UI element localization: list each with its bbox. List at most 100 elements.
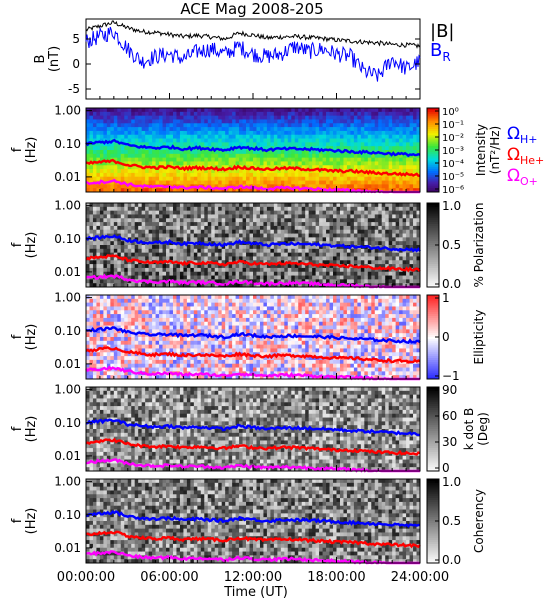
spectrogram-cell [124, 169, 129, 174]
spectrogram-cell [113, 237, 118, 242]
spectrogram-cell [99, 321, 104, 326]
spectrogram-cell [406, 134, 410, 139]
spectrogram-cell [96, 333, 101, 338]
spectrogram-cell [138, 298, 143, 304]
spectrogram-cell [200, 161, 205, 166]
spectrogram-cell [232, 176, 237, 181]
spectrogram-cell [298, 252, 303, 257]
spectrogram-cell [221, 169, 226, 174]
spectrogram-cell [378, 279, 383, 284]
spectrogram-cell [103, 172, 108, 178]
spectrogram-cell [350, 233, 355, 238]
spectrogram-cell [270, 111, 275, 117]
spectrogram-cell [106, 352, 111, 357]
spectrogram-cell [214, 180, 219, 185]
spectrogram-cell [162, 329, 167, 334]
spectrogram-cell [179, 127, 184, 132]
spectrogram-cell [395, 283, 400, 288]
spectrogram-cell [193, 283, 198, 288]
spectrogram-cell [284, 153, 289, 159]
spectrogram-cell [249, 214, 254, 219]
spectrogram-cell [186, 161, 191, 166]
spectrogram-cell [193, 134, 198, 139]
spectrogram-cell [207, 146, 212, 151]
spectrogram-cell [239, 180, 243, 185]
spectrogram-cell [333, 108, 337, 113]
spectrogram-cell [200, 180, 205, 185]
spectrogram-cell [134, 367, 139, 372]
spectrogram-cell [131, 248, 136, 254]
spectrogram-cell [131, 337, 136, 342]
spectrogram-cell [162, 172, 167, 178]
spectrogram-cell [350, 260, 355, 265]
spectrogram-cell [353, 138, 358, 143]
spectrogram-cell [179, 206, 184, 212]
spectrogram-cell [89, 252, 94, 257]
spectrogram-cell [263, 146, 268, 151]
spectrogram-cell [117, 176, 122, 181]
spectrogram-cell [162, 142, 167, 147]
spectrogram-cell [402, 153, 407, 159]
spectrogram-cell [207, 218, 212, 223]
spectrogram-cell [148, 229, 153, 234]
spectrogram-cell [120, 252, 125, 257]
spectrogram-cell [110, 134, 115, 139]
spectrogram-cell [162, 302, 167, 307]
spectrogram-cell [211, 210, 216, 215]
spectrogram-cell [291, 218, 296, 223]
spectrogram-cell [152, 248, 156, 254]
spectrogram-cell [232, 119, 237, 124]
spectrogram-cell [346, 252, 351, 257]
spectrogram-cell [315, 279, 320, 284]
spectrogram-cell [166, 317, 170, 323]
spectrogram-cell [336, 108, 341, 113]
spectrogram-cell [179, 172, 184, 178]
spectrogram-cell [266, 245, 271, 250]
spectrogram-cell [141, 283, 146, 288]
spectrogram-cell [228, 150, 233, 155]
spectrogram-cell [155, 310, 160, 315]
spectrogram-cell [141, 348, 146, 353]
colorbar-tick-label: 10⁻² [442, 133, 464, 144]
spectrogram-cell [277, 108, 282, 113]
spectrogram-cell [409, 225, 414, 231]
spectrogram-cell [339, 279, 344, 284]
spectrogram-cell [103, 337, 108, 342]
spectrogram-cell [96, 317, 101, 323]
spectrogram-cell [371, 271, 376, 276]
spectrogram-cell [413, 241, 417, 246]
spectrogram-cell [374, 157, 379, 162]
spectrogram-cell [409, 248, 414, 254]
spectrogram-cell [343, 150, 348, 155]
spectrogram-cell [86, 218, 90, 223]
spectrogram-cell [162, 127, 167, 132]
spectrogram-cell [287, 184, 292, 189]
spectrogram-cell [193, 138, 198, 143]
spectrogram-cell [179, 325, 184, 330]
spectrogram-cell [96, 165, 101, 170]
spectrogram-cell [409, 245, 414, 250]
spectrogram-cell [225, 111, 230, 117]
spectrogram-cell [155, 302, 160, 307]
spectrogram-cell [86, 138, 90, 143]
spectrogram-cell [246, 245, 250, 250]
spectrogram-cell [357, 130, 362, 136]
spectrogram-cell [86, 340, 90, 346]
spectrogram-cell [214, 111, 219, 117]
spectrogram-cell [270, 165, 275, 170]
spectrogram-cell [305, 237, 310, 242]
spectrogram-cell [124, 340, 129, 346]
spectrogram-cell [350, 206, 355, 212]
spectrogram-cell [207, 115, 212, 120]
spectrogram-cell [190, 142, 195, 147]
spectrogram-cell [242, 229, 247, 234]
spectrogram-cell [113, 127, 118, 132]
spectrogram-cell [273, 123, 278, 128]
spectrogram-cell [172, 210, 177, 215]
spectrogram-cell [239, 134, 243, 139]
colorbar-cell [427, 253, 439, 256]
spectrogram-cell [99, 169, 104, 174]
spectrogram-cell [176, 317, 181, 323]
spectrogram-cell [294, 210, 299, 215]
spectrogram-cell [99, 337, 104, 342]
